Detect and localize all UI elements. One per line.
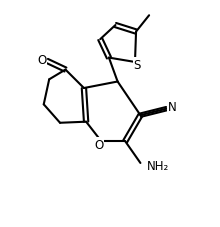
Text: N: N: [168, 101, 176, 114]
Text: S: S: [134, 58, 141, 71]
Text: O: O: [95, 138, 104, 151]
Text: NH₂: NH₂: [147, 159, 169, 172]
Text: O: O: [37, 54, 46, 67]
